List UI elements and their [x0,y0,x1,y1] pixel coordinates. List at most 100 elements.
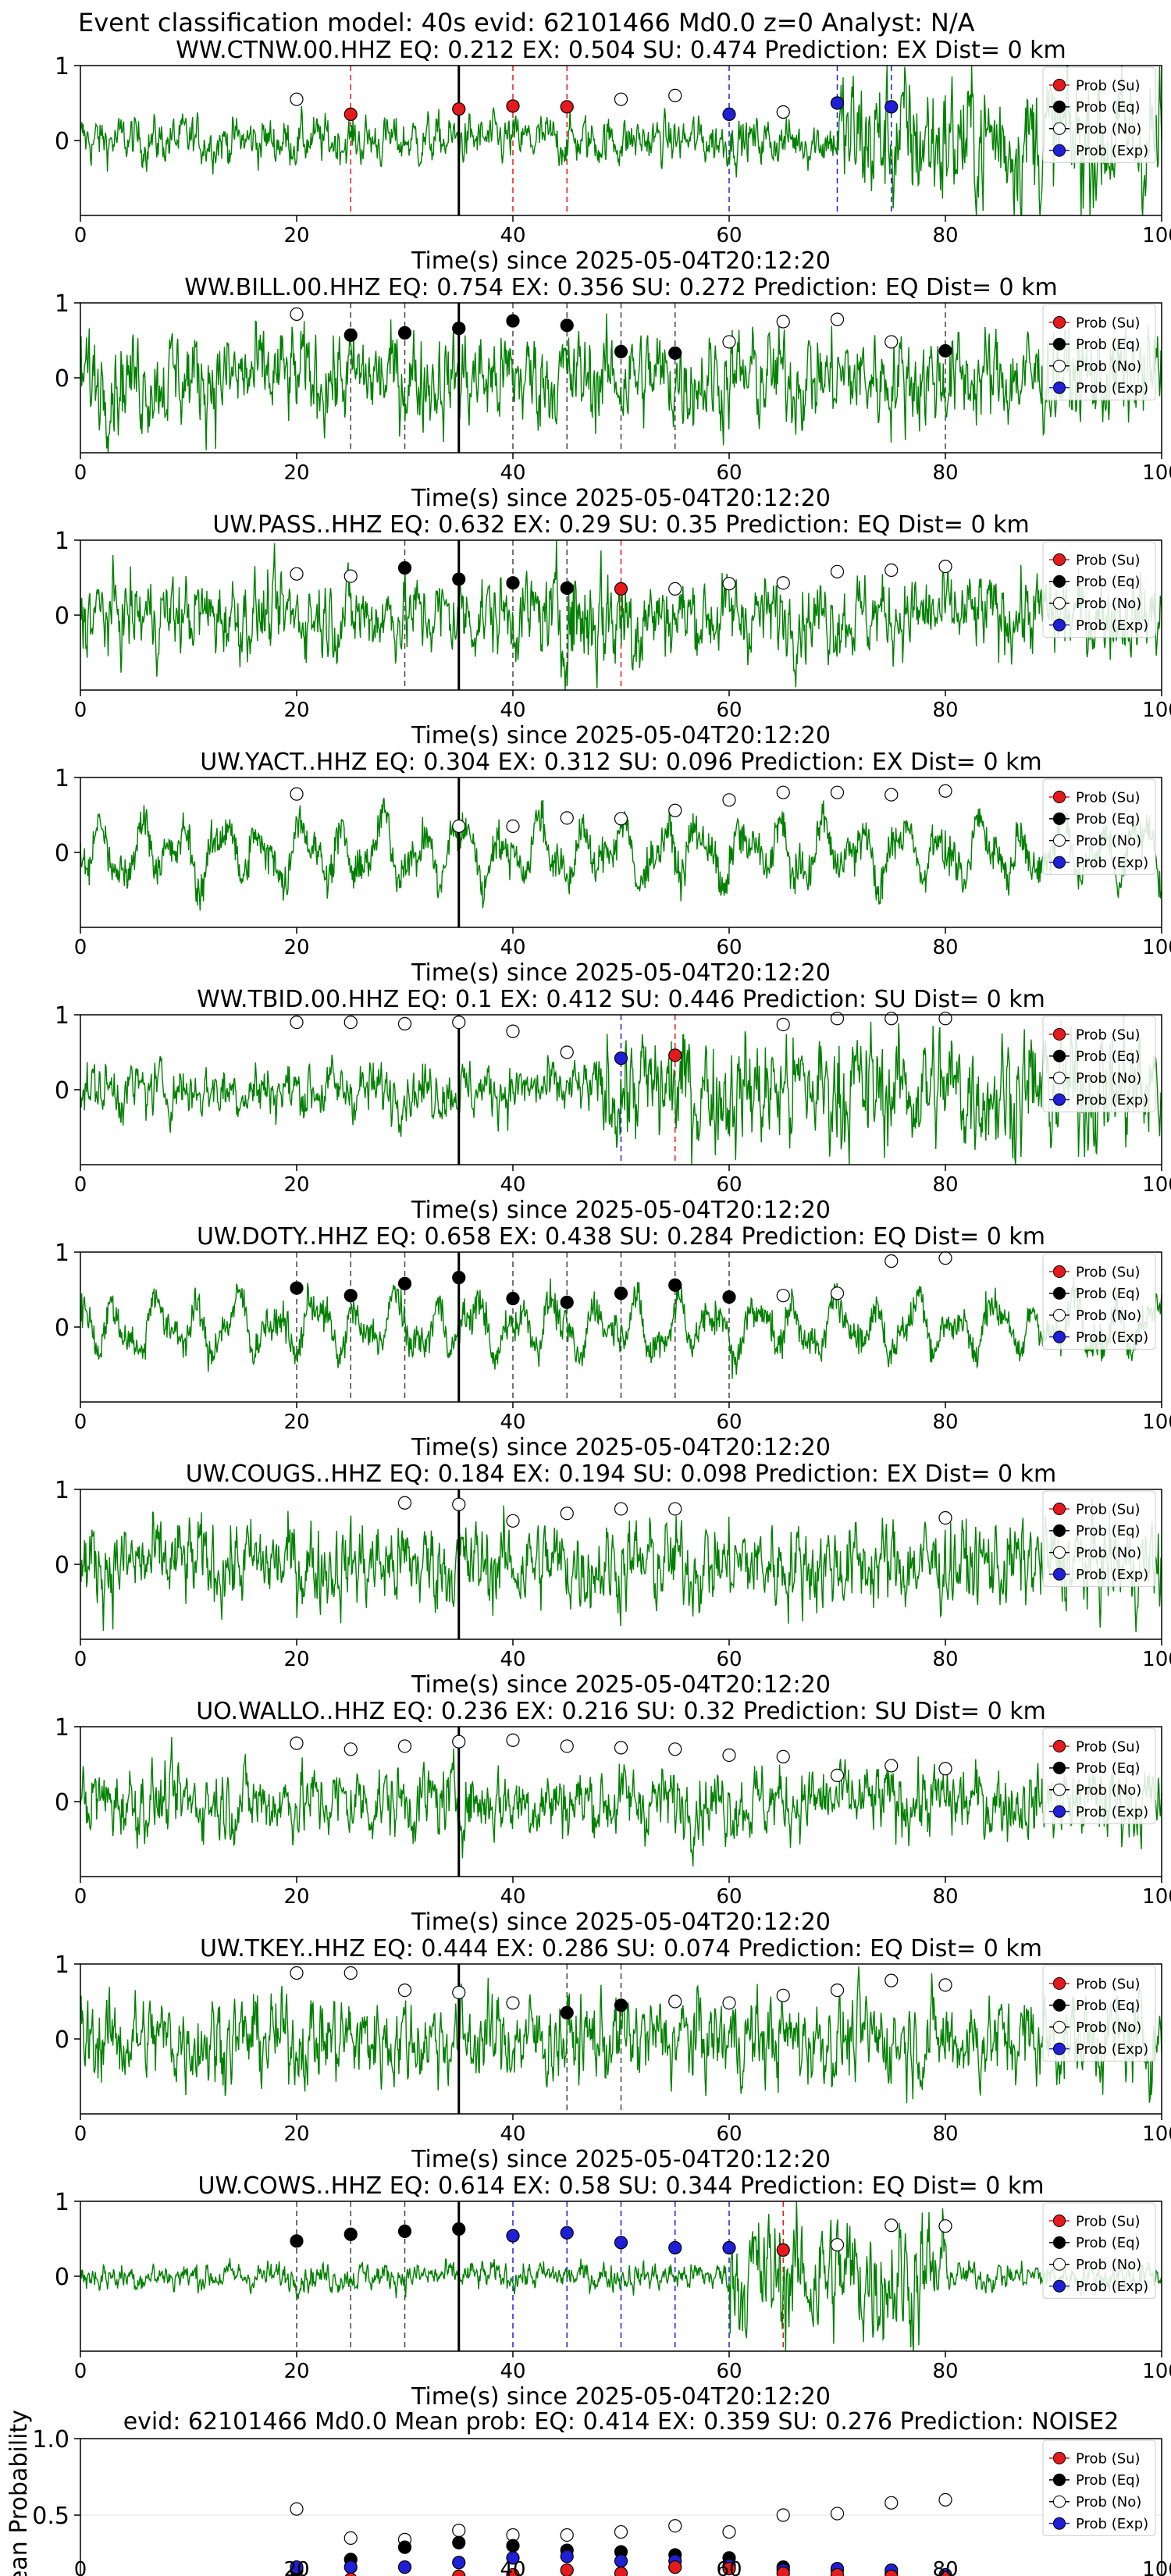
mean-prob-point-su [830,2567,845,2576]
x-tick-label: 60 [716,461,742,485]
prob-point-eq [668,1278,682,1292]
prob-point-no [452,1985,466,2000]
prob-point-no [884,1759,899,1773]
station-panel: WW.CTNW.00.HHZ EQ: 0.212 EX: 0.504 SU: 0… [55,37,1171,275]
legend-label: Prob (Su) [1076,2213,1141,2229]
prob-point-no [830,1286,845,1300]
x-tick-label: 80 [932,1648,958,1671]
prob-point-no [614,92,628,106]
x-tick-label: 100 [1142,2558,1171,2576]
legend-label: Prob (Eq) [1076,574,1141,590]
prob-point-no [452,819,466,834]
mean-prob-point-exp [560,2549,574,2564]
prob-point-no [884,2218,899,2233]
legend-marker-no [1052,834,1066,847]
mean-prob-point-eq [397,2540,412,2554]
prob-point-eq [560,318,574,333]
prob-point-exp [668,2240,682,2255]
prob-point-no [776,105,790,119]
prob-point-no [938,2219,952,2233]
station-panel: UW.COWS..HHZ EQ: 0.614 EX: 0.58 SU: 0.34… [55,2172,1171,2411]
prob-point-no [722,577,736,591]
station-panel: WW.BILL.00.HHZ EQ: 0.754 EX: 0.356 SU: 0… [55,274,1171,512]
prob-point-no [830,2238,845,2252]
x-tick-label: 40 [500,1648,525,1671]
mean-prob-point-exp [452,2556,466,2570]
y-tick-label: 1 [55,765,69,792]
legend-label: Prob (Exp) [1076,1804,1148,1820]
legend-marker-exp [1052,1093,1066,1106]
x-tick-label: 60 [716,936,742,959]
prob-point-no [343,1742,358,1756]
prob-point-no [290,92,304,106]
mean-prob-point-eq [452,2535,466,2549]
x-tick-label: 40 [500,1885,525,1909]
prob-point-no [290,567,304,581]
prob-point-no [722,1996,736,2010]
legend: Prob (Su) Prob (Eq) Prob (No) Prob (Exp) [1042,304,1156,400]
legend-frame [1042,1965,1156,2062]
x-tick-label: 60 [716,2360,742,2383]
x-tick-label: 40 [500,936,525,959]
legend-label: Prob (Su) [1076,1026,1141,1043]
legend-label: Prob (No) [1076,358,1141,375]
panel-title: UW.COWS..HHZ EQ: 0.614 EX: 0.58 SU: 0.34… [198,2172,1045,2200]
mean-prob-point-exp [506,2551,520,2565]
mean-prob-point-su [668,2560,682,2574]
x-tick-label: 100 [1142,2122,1171,2146]
prob-point-no [343,569,358,583]
legend-marker-eq [1052,337,1066,350]
legend-marker-su [1052,1502,1066,1516]
prob-point-eq [506,1291,520,1306]
x-tick-label: 40 [500,2122,525,2146]
legend-label: Prob (Exp) [1076,143,1148,159]
x-tick-label: 100 [1142,1173,1171,1197]
x-tick-label: 20 [283,2360,309,2383]
legend-marker-su [1052,1265,1066,1279]
prob-point-no [722,335,736,349]
prob-point-su [506,99,520,113]
waveform-trace [80,539,1162,691]
x-axis-label: Time(s) since 2025-05-04T20:12:20 [411,1909,831,1936]
x-tick-label: 100 [1142,461,1171,485]
legend-label: Prob (Exp) [1076,855,1148,871]
mean-prob-point-no [776,2508,790,2522]
legend-marker-no [1052,1783,1066,1796]
prob-point-no [776,1017,790,1032]
summary-title: evid: 62101466 Md0.0 Mean prob: EQ: 0.41… [123,2408,1119,2435]
prob-point-no [397,1984,412,1998]
prob-point-no [668,803,682,817]
prob-point-no [830,1984,845,1998]
x-tick-label: 20 [283,2558,309,2576]
x-tick-label: 0 [74,1411,87,1434]
legend-label: Prob (Eq) [1076,1523,1141,1539]
prob-point-eq [614,344,628,358]
prob-point-no [343,1966,358,1980]
prob-point-no [938,559,952,574]
mean-prob-point-no [614,2524,628,2539]
prob-point-no [938,1251,952,1265]
x-tick-label: 100 [1142,1885,1171,1909]
panel-title: WW.TBID.00.HHZ EQ: 0.1 EX: 0.412 SU: 0.4… [197,986,1045,1013]
legend-label: Prob (Exp) [1076,2041,1148,2058]
prob-point-no [776,785,790,799]
legend-label: Prob (Su) [1076,789,1141,806]
x-axis-label: Time(s) since 2025-05-04T20:12:20 [411,2146,831,2173]
mean-prob-point-no [343,2531,358,2545]
y-tick-label: 1 [55,528,69,555]
legend-marker-no [1052,2020,1066,2033]
prob-point-no [290,307,304,321]
legend-label: Prob (Eq) [1076,99,1141,116]
prob-point-eq [343,328,358,342]
waveform-trace [80,1498,1162,1632]
x-tick-label: 20 [283,936,309,959]
prob-point-no [884,1254,899,1268]
legend-marker-exp [1052,2279,1066,2293]
y-tick-label: 0.5 [32,2503,69,2530]
x-tick-label: 60 [716,1648,742,1671]
legend-frame [1042,1016,1156,1112]
prob-point-no [614,1502,628,1516]
x-tick-label: 20 [283,1885,309,1909]
legend: Prob (Su) Prob (Eq) Prob (No) Prob (Exp) [1042,1490,1156,1587]
mean-prob-point-su [776,2566,790,2576]
